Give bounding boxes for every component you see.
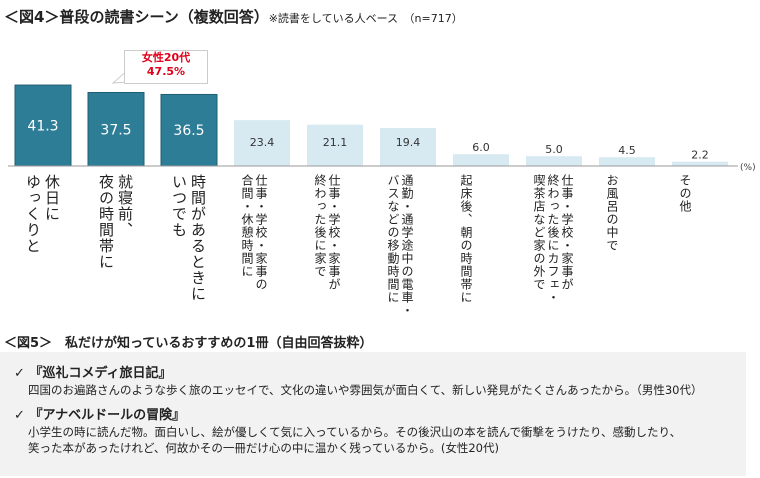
callout-label: 女性20代 [141, 51, 191, 64]
figure5-title: ＜図5＞ 私だけが知っているおすすめの1冊（自由回答抜粋） [4, 336, 373, 351]
title-text: ＜図4＞普段の読書シーン（複数回答） [4, 8, 269, 26]
value-label: 5.0 [545, 143, 563, 156]
value-label: 19.4 [396, 136, 421, 149]
value-label: 37.5 [100, 122, 131, 138]
book-title: 『アナベルドールの冒険』 [29, 408, 186, 423]
value-label: 4.5 [618, 144, 636, 157]
figure4-title: ＜図4＞普段の読書シーン（複数回答）※読書をしている人ベース （n=717） [4, 6, 463, 27]
comments-box: ✓ 『巡礼コメディ旅日記』 四国のお遍路さんのような歩く旅のエッセイで、文化の違… [0, 352, 746, 476]
bar [599, 157, 655, 166]
category-label: その他 [678, 174, 692, 213]
bar-chart: 41.3 37.5 36.5 23.4 21.1 19.4 6.0 5.0 4.5 2.2 (%) [8, 68, 756, 173]
book-title: 『巡礼コメディ旅日記』 [29, 366, 172, 381]
comment-text: 笑った本があったけれど、何故かその一冊だけ心の中に温かく残っているから。(女性2… [28, 441, 499, 455]
bar [453, 154, 509, 166]
callout-value: 47.5% [146, 65, 186, 78]
unit-label: (%) [740, 163, 756, 173]
comment-item: ✓ 『アナベルドールの冒険』 小学生の時に読んだ物。面白いし、絵が優しくて気に入… [14, 408, 681, 456]
value-label: 2.2 [691, 149, 709, 162]
value-label: 41.3 [27, 119, 58, 135]
value-label: 36.5 [173, 123, 204, 139]
base-note: ※読書をしている人ベース （n=717） [268, 12, 463, 25]
bar [380, 127, 436, 166]
value-label: 23.4 [250, 136, 275, 149]
value-label: 6.0 [472, 141, 490, 154]
category-label: 仕事・学校・家事が 終わった後に家で [313, 174, 341, 291]
bar [87, 92, 145, 167]
comment-text: 四国のお遍路さんのような歩く旅のエッセイで、文化の違いや雰囲気が面白くて、新しい… [28, 383, 703, 397]
category-label: 就寝前、 夜の時間帯に [97, 174, 134, 270]
check-icon: ✓ [14, 366, 25, 381]
category-label: 仕事・学校・家事が 終わった後にカフェ・ 喫茶店など家の外で [532, 174, 574, 304]
category-label: 仕事・学校・家事の 合間・休憩時間に [240, 174, 268, 291]
bar [160, 93, 218, 167]
check-icon: ✓ [14, 408, 25, 423]
bar [234, 120, 290, 166]
comment-item: ✓ 『巡礼コメディ旅日記』 四国のお遍路さんのような歩く旅のエッセイで、文化の違… [14, 366, 703, 398]
callout-female20s: 女性20代 47.5% [124, 50, 208, 84]
category-label: 起床後、朝の時間帯に [459, 174, 473, 304]
category-label: 休日に ゆっくりと [24, 174, 61, 254]
category-label: 通勤・通学途中の電車・ バスなどの移動時間に [386, 174, 414, 317]
category-label: 時間があるときに いつでも [170, 174, 207, 302]
value-label: 21.1 [323, 136, 348, 149]
category-label: お風呂の中で [605, 174, 619, 252]
comment-text: 小学生の時に読んだ物。面白いし、絵が優しくて気に入っているから。その後沢山の本を… [28, 425, 682, 439]
bar [672, 161, 728, 166]
bar [307, 124, 363, 166]
bar [526, 156, 582, 166]
bar [14, 84, 72, 167]
